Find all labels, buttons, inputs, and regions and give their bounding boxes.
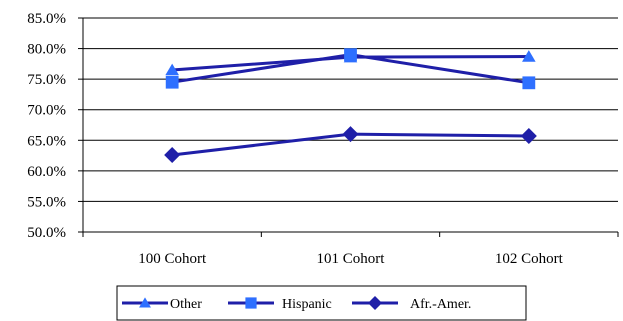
x-tick-labels: 100 Cohort 101 Cohort 102 Cohort (82, 232, 619, 267)
data-point-afr-amer (520, 128, 537, 145)
legend-box (116, 285, 527, 321)
data-point-hispanic (522, 76, 536, 90)
y-tick-label: 50.0% (27, 225, 66, 241)
data-point-hispanic (344, 48, 357, 62)
legend-label-other: Other (170, 297, 202, 312)
legend-label-afr-amer: Afr.-Amer. (410, 297, 471, 312)
y-tick-label: 60.0% (27, 164, 66, 180)
y-tick-label: 85.0% (27, 11, 66, 27)
y-tick-label: 55.0% (27, 194, 66, 210)
legend-marker-other (139, 297, 151, 308)
gridlines (83, 17, 618, 202)
y-tick-label: 80.0% (27, 42, 66, 58)
axes (82, 18, 618, 233)
data-point-other (165, 63, 179, 76)
data-point-afr-amer (342, 126, 359, 143)
data-point-other (522, 50, 536, 62)
y-tick-label: 75.0% (27, 72, 66, 88)
series-group (164, 48, 537, 163)
legend-marker-afr-amer (368, 296, 382, 310)
x-tick-label: 100 Cohort (138, 251, 207, 267)
y-tick-label: 65.0% (27, 133, 66, 149)
legend-marker-hispanic (245, 297, 257, 309)
data-point-hispanic (165, 75, 179, 89)
x-tick-label: 102 Cohort (495, 251, 564, 267)
y-tick-labels: 50.0% 55.0% 60.0% 65.0% 70.0% 75.0% 80.0% 85.0% (27, 11, 83, 241)
legend-label-hispanic: Hispanic (282, 297, 332, 312)
data-point-afr-amer (164, 146, 181, 163)
y-tick-label: 70.0% (27, 103, 66, 119)
legend: Other Hispanic Afr.-Amer. (116, 285, 527, 321)
x-tick-label: 101 Cohort (317, 251, 386, 267)
